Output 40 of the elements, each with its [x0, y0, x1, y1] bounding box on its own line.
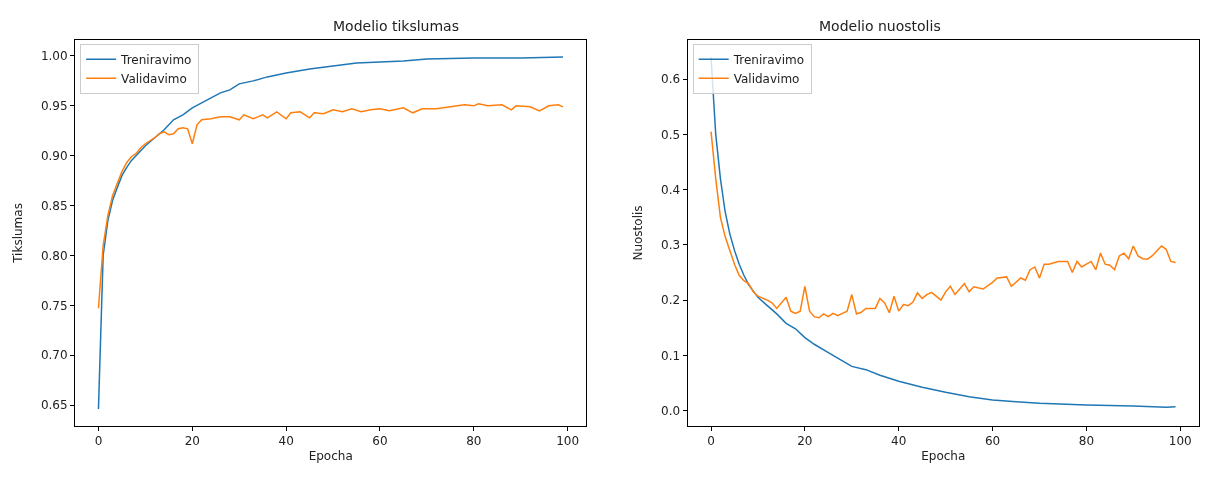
- y-tick-label: 0.6: [661, 72, 681, 87]
- legend-label: Validavimo: [733, 72, 800, 87]
- y-tick-label: 0.70: [40, 348, 68, 363]
- x-tick-label: 60: [984, 434, 1001, 449]
- x-tick-label: 20: [184, 434, 200, 449]
- x-tick-label: 40: [278, 434, 294, 449]
- y-tick-label: 0.4: [661, 182, 681, 197]
- legend-label: Validavimo: [121, 72, 187, 87]
- x-tick-label: 20: [797, 434, 813, 449]
- y-tick-label: 0.3: [661, 238, 681, 253]
- x-tick-label: 100: [556, 434, 580, 449]
- x-axis-title: Epocha: [921, 449, 966, 464]
- x-axis-title: Epocha: [308, 449, 353, 464]
- line-series: [97, 103, 564, 310]
- line-series: [710, 130, 1177, 319]
- x-tick-label: 100: [1168, 434, 1192, 449]
- legend-label: Treniravimo: [732, 53, 805, 68]
- x-tick-label: 80: [466, 434, 482, 449]
- x-tick-label: 0: [707, 434, 715, 449]
- x-tick-label: 40: [891, 434, 907, 449]
- y-tick-label: 0.5: [661, 127, 681, 142]
- y-tick-label: 0.75: [40, 298, 68, 313]
- chart-title: Modelio nuostolis: [819, 18, 941, 34]
- chart-title: Modelio tikslumas: [333, 18, 459, 34]
- y-tick-label: 0.65: [40, 398, 68, 413]
- x-tick-label: 80: [1078, 434, 1095, 449]
- line-series: [97, 56, 564, 410]
- y-tick-label: 0.80: [40, 248, 68, 263]
- y-tick-label: 0.90: [40, 148, 68, 163]
- y-tick-label: 0.1: [661, 348, 681, 363]
- y-tick-label: 0.95: [40, 99, 68, 114]
- y-axis-title: Nuostolis: [631, 205, 646, 261]
- y-axis-title: Tikslumas: [11, 203, 26, 264]
- y-tick-label: 0.2: [661, 293, 681, 308]
- y-tick-label: 0.0: [661, 403, 681, 418]
- legend-label: Treniravimo: [120, 53, 192, 68]
- y-tick-label: 1.00: [40, 49, 68, 64]
- x-tick-label: 0: [94, 434, 103, 449]
- y-tick-label: 0.85: [40, 198, 68, 213]
- x-tick-label: 60: [372, 434, 388, 449]
